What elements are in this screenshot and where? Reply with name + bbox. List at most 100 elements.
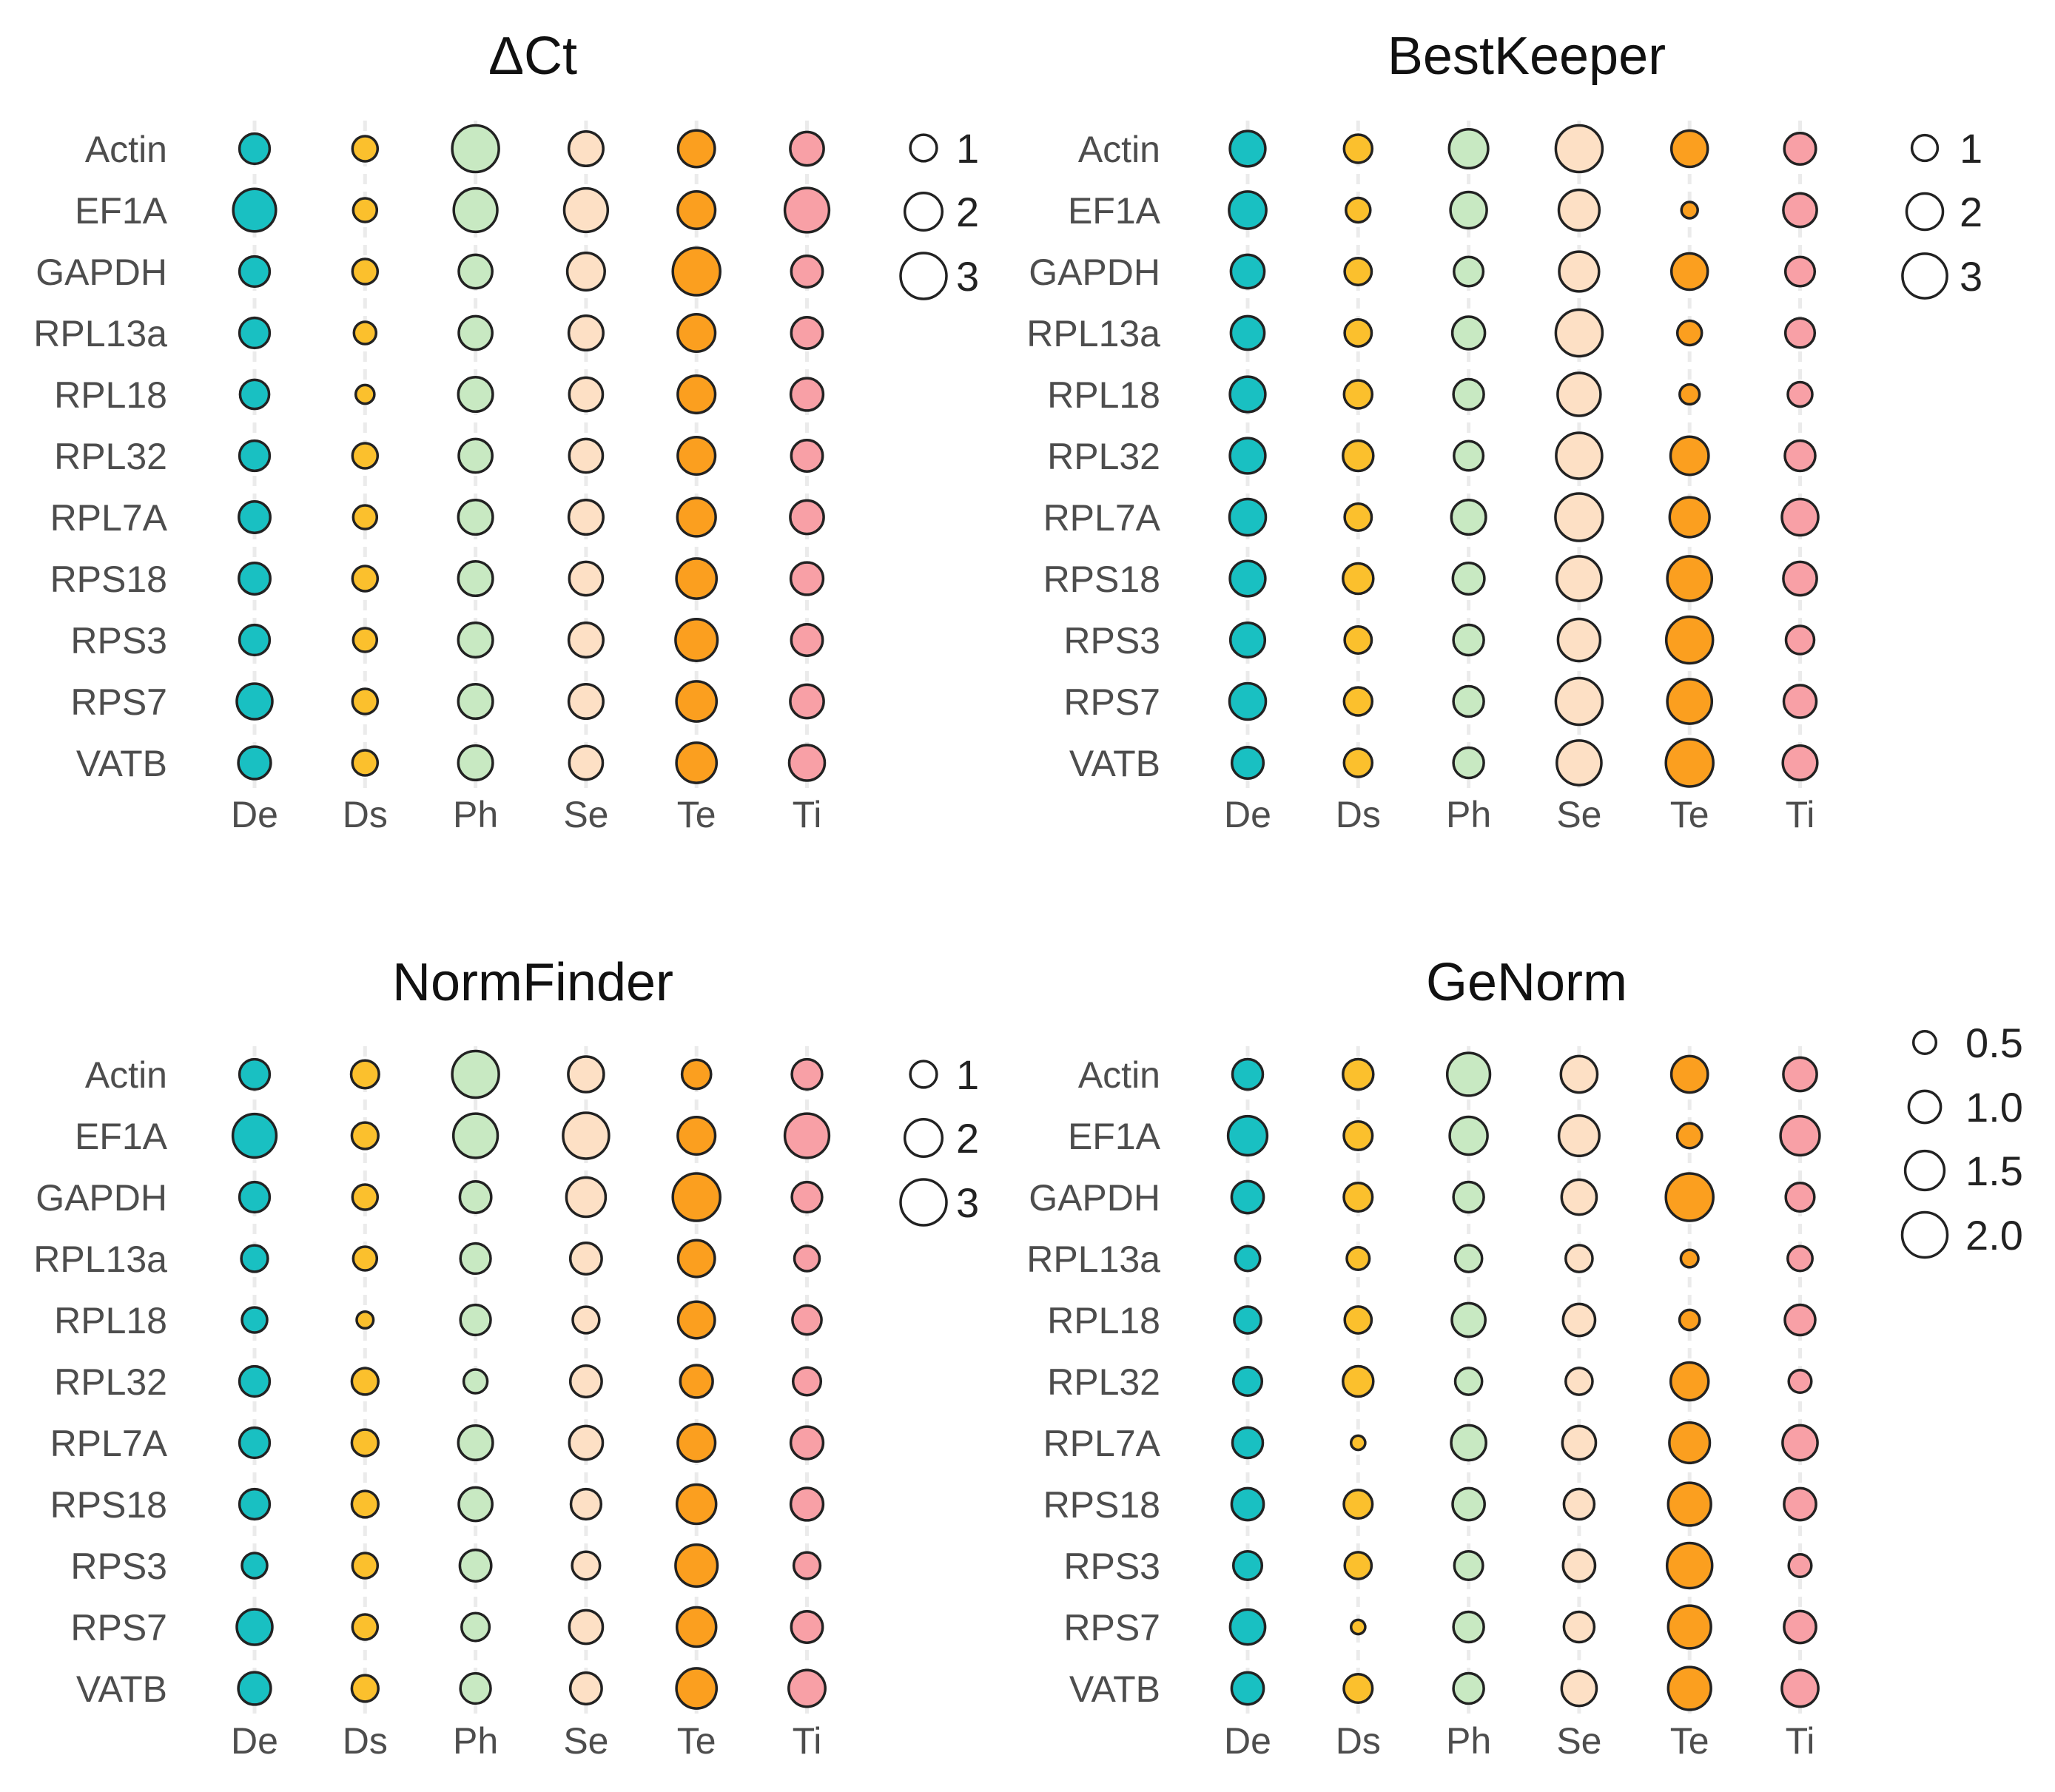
gene-label: GAPDH [1029, 252, 1160, 293]
bubble-RPL13a-Ph [1450, 315, 1487, 351]
bubble-RPL18-Ti [789, 377, 825, 412]
legend-size-circle [1911, 1029, 1938, 1056]
bubble-EF1A-Se [562, 186, 610, 234]
bubble-RPS7-Ph [1452, 684, 1485, 718]
bubble-RPL18-Se [1556, 371, 1602, 417]
bubble-RPL7A-Se [568, 1424, 605, 1461]
bubble-GAPDH-Ds [1342, 1181, 1374, 1213]
bubble-VATB-De [1230, 1671, 1265, 1706]
bubble-RPL13a-Ph [1453, 1244, 1484, 1273]
bubble-VATB-Ds [1342, 747, 1374, 778]
bubble-RPS7-Ph [460, 1611, 491, 1643]
bubble-Actin-Ti [1782, 1056, 1818, 1093]
bubble-RPS18-Ph [1451, 1486, 1486, 1522]
bubble-RPL32-Ph [1453, 439, 1485, 472]
bubble-RPL18-De [1233, 1305, 1262, 1335]
bubble-RPL32-Te [1669, 1361, 1710, 1402]
gene-label: RPL18 [54, 374, 167, 416]
gene-label: VATB [76, 743, 167, 784]
bubble-VATB-Te [675, 1667, 719, 1710]
tissue-label: Ti [1786, 1720, 1815, 1762]
gene-label: RPS18 [50, 1484, 167, 1526]
bubble-RPL32-De [1228, 437, 1267, 475]
tissue-label: Te [677, 794, 716, 835]
bubble-VATB-Te [1664, 738, 1715, 788]
gene-label: Actin [85, 129, 167, 170]
tissue-label: De [1224, 794, 1271, 835]
gene-label: VATB [76, 1668, 167, 1710]
bubble-RPL7A-Ds [1349, 1434, 1367, 1452]
legend-label: 1 [1960, 125, 1982, 172]
bubble-RPS7-Te [675, 680, 719, 723]
bubble-RPS18-Ds [350, 1489, 380, 1519]
legend-label: 1.0 [1965, 1084, 2023, 1131]
gene-label: Actin [1078, 129, 1160, 170]
bubble-GAPDH-Ds [351, 257, 380, 286]
bubble-GAPDH-Ph [457, 253, 494, 290]
bubble-RPL13a-Te [676, 312, 717, 354]
bubble-RPL7A-De [238, 500, 272, 534]
gene-label: VATB [1069, 1668, 1160, 1710]
bubble-RPS7-Ti [790, 1610, 824, 1644]
bubble-RPS7-Se [1554, 676, 1604, 727]
bubble-RPL13a-Ds [352, 320, 378, 346]
bubble-Actin-Ds [351, 135, 380, 163]
bubble-RPS3-Ph [1452, 623, 1485, 657]
bubble-RPL7A-Te [1668, 496, 1711, 539]
bubble-VATB-De [237, 1671, 272, 1706]
bubble-RPL18-Ph [457, 375, 494, 414]
legend-label: 2.0 [1965, 1212, 2023, 1259]
bubble-RPS7-De [235, 682, 274, 721]
bubble-RPS3-Te [674, 1543, 719, 1589]
bubble-RPS3-Ds [1343, 1551, 1373, 1580]
bubble-RPL32-Se [1555, 431, 1604, 480]
gene-label: RPS7 [1063, 681, 1160, 723]
gene-label: RPL13a [1026, 313, 1160, 354]
bubble-GAPDH-Ds [1343, 257, 1373, 286]
gene-label: RPL32 [1047, 1361, 1160, 1403]
bubble-RPS3-Te [674, 617, 719, 663]
bubble-RPL13a-Ds [1345, 1245, 1371, 1272]
tissue-label: De [1224, 1720, 1271, 1762]
bubble-GAPDH-Ti [1784, 1181, 1816, 1213]
bubble-RPS18-Ti [789, 561, 825, 596]
bubble-RPL18-Ds [1343, 1305, 1373, 1335]
bubble-RPL18-Ti [791, 1304, 823, 1336]
gene-label: RPL18 [54, 1300, 167, 1341]
bubble-RPS18-Ti [1783, 1486, 1817, 1522]
bubble-Actin-Te [1669, 129, 1709, 169]
bubble-RPS7-Te [675, 1606, 718, 1648]
bubble-RPL18-Ds [354, 383, 376, 405]
gene-label: RPS7 [70, 681, 167, 723]
tissue-label: Se [1556, 1720, 1601, 1762]
legend-size-circle [899, 1178, 948, 1227]
bubble-RPL32-Ds [351, 442, 380, 470]
bubble-RPL32-Te [676, 435, 717, 476]
bubble-RPL18-Te [676, 374, 717, 415]
tissue-label: Ph [453, 1720, 498, 1762]
bubble-Actin-Ph [1445, 1051, 1492, 1097]
legend-size-circle [909, 1060, 938, 1089]
bubble-RPL7A-Se [1554, 492, 1604, 542]
gene-label: Actin [1078, 1054, 1160, 1096]
bubble-RPL7A-Ds [1343, 502, 1373, 532]
bubble-RPS18-De [1228, 559, 1267, 598]
bubble-EF1A-Ti [783, 186, 831, 234]
bubble-RPS3-Ti [1787, 1552, 1813, 1579]
tissue-label: De [231, 794, 278, 835]
bubble-Actin-Ph [451, 1049, 500, 1099]
bubble-EF1A-De [1228, 190, 1268, 230]
gene-label: GAPDH [36, 252, 167, 293]
tissue-label: Te [1670, 1720, 1709, 1762]
bubble-GAPDH-Ph [458, 1180, 493, 1214]
bubble-RPL7A-De [238, 1426, 272, 1460]
gene-label: Actin [85, 1054, 167, 1096]
gene-label: RPS7 [70, 1607, 167, 1648]
bubble-RPL18-De [241, 1306, 269, 1334]
bubble-RPL7A-Ph [457, 1424, 494, 1462]
bubble-RPS3-Ti [792, 1551, 822, 1580]
bubble-RPL18-Ph [1452, 377, 1485, 411]
gene-label: GAPDH [1029, 1177, 1160, 1219]
bubble-RPS3-Se [1561, 1548, 1597, 1583]
